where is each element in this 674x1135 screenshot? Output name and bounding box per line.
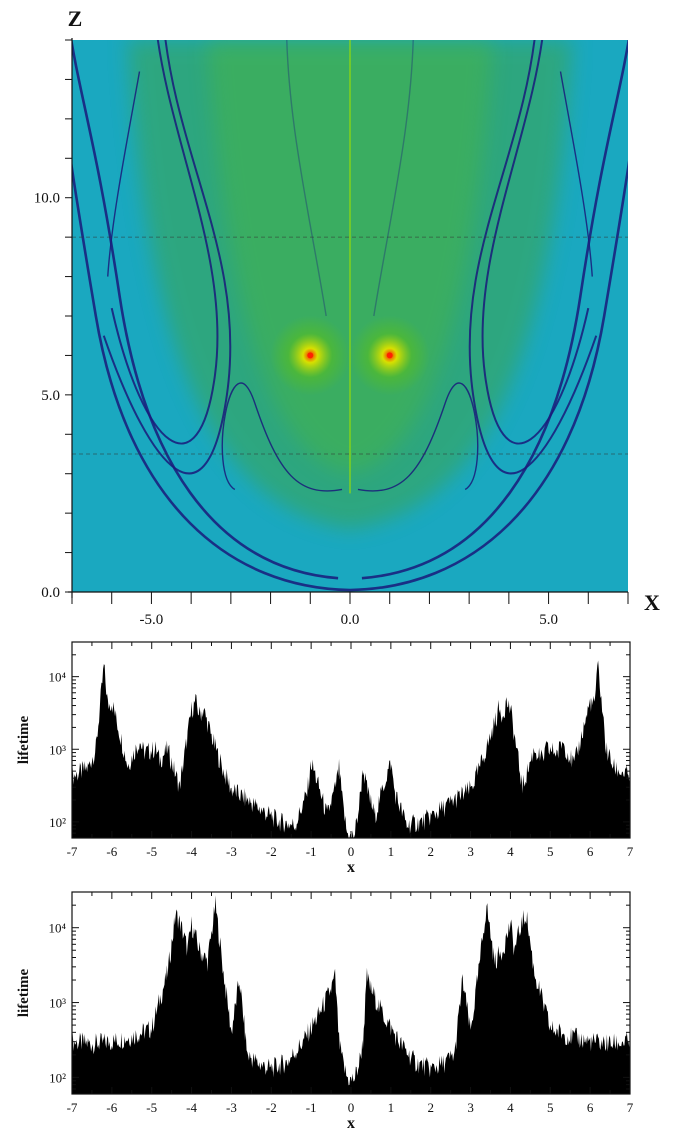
x-tick-label: -5.0	[140, 612, 164, 628]
boundary-curve-right	[481, 40, 590, 445]
y-axis-label: Z	[68, 6, 83, 31]
boundary-curve-right	[361, 40, 628, 580]
y-axis-label: lifetime	[16, 969, 32, 1018]
lifetime-area	[72, 660, 630, 838]
y-tick-label: 5.0	[41, 388, 60, 404]
x-tick-label: -7	[67, 1100, 78, 1115]
x-tick-label: 1	[388, 1100, 395, 1115]
x-axis-label: X	[644, 590, 660, 615]
x-tick-label: -4	[186, 1100, 197, 1115]
y-tick-label: 10.0	[34, 191, 60, 207]
y-tick-label: 10³	[49, 742, 66, 757]
x-tick-label: 2	[427, 844, 434, 859]
x-tick-label: 0.0	[341, 612, 360, 628]
boundary-curve-right	[349, 160, 628, 592]
heatmap-plot-area	[72, 40, 628, 592]
boundary-curve-right	[468, 40, 598, 475]
x-tick-label: -1	[306, 844, 317, 859]
x-axis-label: x	[347, 1115, 355, 1132]
lifetime-plot-lower-panel: -7 -6 -5 -4 -3 -2 -1 0 1 2 3 4 5 6 7 10² 10³ 10⁴ x lifetime	[16, 891, 634, 1132]
x-tick-label: -1	[306, 1100, 317, 1115]
x-tick-label: 3	[467, 1100, 474, 1115]
x-tick-label: -4	[186, 844, 197, 859]
x-tick-label: 0	[348, 844, 355, 859]
boundary-curve-right	[373, 40, 414, 317]
x-tick-label: 6	[587, 1100, 594, 1115]
boundary-curve-left	[102, 40, 232, 475]
x-tick-label: 7	[627, 844, 634, 859]
boundary-curve-right	[559, 71, 593, 277]
x-tick-label: 6	[587, 844, 594, 859]
x-tick-label: -2	[266, 844, 277, 859]
x-tick-label: 5	[547, 1100, 554, 1115]
x-tick-label: -3	[226, 1100, 237, 1115]
x-tick-label: -3	[226, 844, 237, 859]
x-tick-label: 4	[507, 1100, 514, 1115]
x-tick-label: -2	[266, 1100, 277, 1115]
y-tick-label: 10³	[49, 996, 66, 1011]
hot-spot-center	[386, 352, 393, 359]
x-tick-label: -6	[106, 1100, 117, 1115]
hot-spot-center	[307, 352, 314, 359]
x-tick-label: 4	[507, 844, 514, 859]
y-tick-label: 0.0	[41, 585, 60, 601]
x-tick-label: 2	[427, 1100, 434, 1115]
x-tick-label: 5	[547, 844, 554, 859]
x-tick-label: 5.0	[539, 612, 558, 628]
boundary-curve-left	[110, 40, 219, 445]
y-tick-label: 10²	[49, 1070, 66, 1085]
x-axis-label: x	[347, 859, 355, 876]
x-tick-label: 0	[348, 1100, 355, 1115]
y-tick-label: 10²	[49, 815, 66, 830]
lifetime-area	[72, 895, 630, 1094]
x-tick-label: -5	[146, 1100, 157, 1115]
phase-space-heatmap-panel: 0.0 5.0 10.0 -5.0 0.0 5.0 Z X	[34, 6, 660, 628]
x-tick-label: 1	[388, 844, 395, 859]
x-tick-label: -7	[67, 844, 78, 859]
x-tick-label: 3	[467, 844, 474, 859]
boundary-curve-left	[72, 40, 339, 580]
y-axis-label: lifetime	[16, 716, 32, 765]
y-tick-label: 10⁴	[48, 921, 66, 936]
boundary-curve-left	[286, 40, 327, 317]
y-tick-label: 10⁴	[48, 670, 66, 685]
lifetime-plot-upper-panel: -7 -6 -5 -4 -3 -2 -1 0 1 2 3 4 5 6 7 10² 10³ 10⁴ x lifetime	[16, 641, 634, 876]
boundary-curve-right	[357, 382, 479, 492]
boundary-curve-left	[107, 71, 141, 277]
x-tick-label: -5	[146, 844, 157, 859]
x-tick-label: -6	[106, 844, 117, 859]
boundary-curve-left	[72, 160, 351, 592]
x-tick-label: 7	[627, 1100, 634, 1115]
